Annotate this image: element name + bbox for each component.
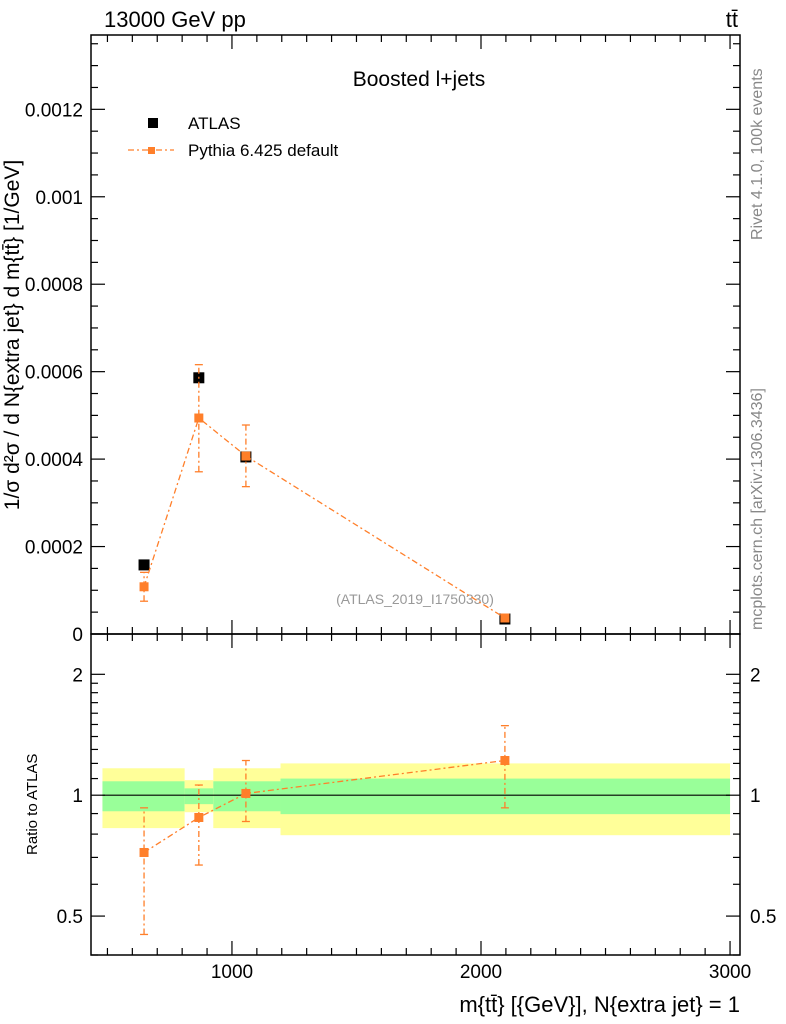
legend: ATLAS Pythia 6.425 default — [128, 114, 339, 160]
ratio-y-tick-label-right: 0.5 — [750, 907, 776, 928]
y-tick-label: 0.0004 — [25, 450, 84, 471]
pythia-point — [500, 613, 510, 623]
ratio-y-tick-label: 0.5 — [57, 907, 83, 928]
pythia-ratio-point — [139, 847, 149, 857]
y-tick-label: 0.0006 — [25, 363, 83, 384]
legend-label-atlas: ATLAS — [188, 114, 241, 133]
x-tick-label: 3000 — [709, 962, 751, 983]
ratio-frame — [90, 633, 741, 956]
ratio-y-tick-label: 2 — [72, 665, 83, 686]
x-axis-label: m{tt̄} [{GeV}], N{extra jet} = 1 — [459, 992, 740, 1017]
ratio-y-tick-label-right: 2 — [750, 665, 761, 686]
y-tick-label: 0.001 — [35, 188, 83, 209]
y-tick-label: 0 — [72, 625, 83, 646]
y-tick-label: 0.0008 — [25, 275, 83, 296]
atlas-data-point — [138, 559, 150, 571]
ratio-y-tick-label: 1 — [72, 786, 83, 807]
x-tick-label: 1000 — [211, 962, 253, 983]
legend-label-pythia: Pythia 6.425 default — [188, 141, 339, 160]
x-tick-label: 2000 — [460, 962, 502, 983]
uncertainty-band-green — [184, 788, 214, 805]
uncertainty-band-green — [102, 781, 185, 812]
y-tick-label: 0.0012 — [25, 100, 83, 121]
watermark: (ATLAS_2019_I1750330) — [336, 591, 494, 607]
legend-marker-pythia — [148, 147, 155, 154]
ratio-y-tick-label-right: 1 — [750, 786, 761, 807]
header-right: tt̄ — [726, 7, 738, 32]
pythia-ratio-line — [143, 759, 505, 854]
side-text-rivet: Rivet 4.1.0, 100k events — [749, 68, 766, 240]
pythia-ratio-point — [500, 756, 510, 766]
pythia-point — [139, 582, 149, 592]
pythia-ratio-point — [194, 812, 204, 822]
chart-title: Boosted l+jets — [353, 68, 486, 91]
y-tick-label: 0.0002 — [25, 538, 83, 559]
side-text-mcplots: mcplots.cern.ch [arXiv:1306.3436] — [749, 388, 766, 630]
pythia-point — [194, 413, 204, 423]
header-left: 13000 GeV pp — [104, 7, 246, 32]
y-axis-label: 1/σ d²σ / d N{extra jet} d m{tt̄} [1/GeV… — [1, 160, 24, 510]
pythia-line — [143, 416, 506, 619]
legend-marker-atlas — [148, 118, 158, 128]
pythia-ratio-point — [241, 788, 251, 798]
pythia-point — [241, 451, 251, 461]
ratio-y-axis-label: Ratio to ATLAS — [24, 754, 41, 855]
